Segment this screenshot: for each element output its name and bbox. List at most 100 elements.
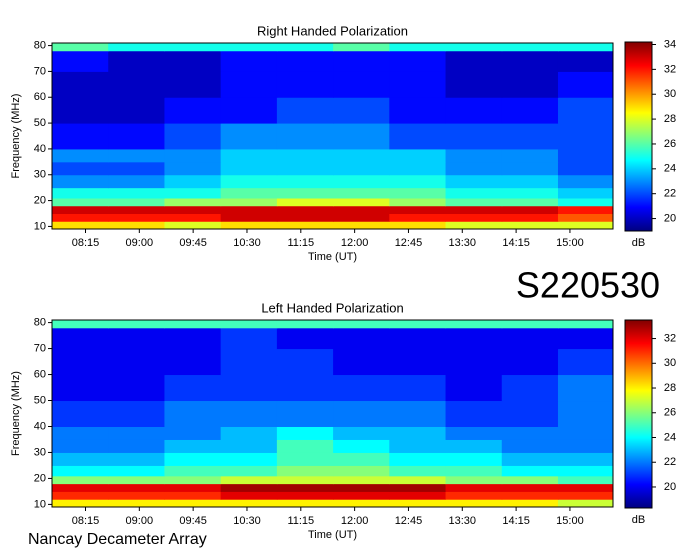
cell — [445, 320, 503, 329]
colorbar-tick-label: 28 — [664, 113, 676, 125]
cell — [557, 475, 613, 485]
cell — [333, 320, 390, 329]
cell — [557, 148, 613, 163]
cell — [501, 439, 559, 453]
cell — [276, 205, 334, 214]
cell — [164, 452, 222, 466]
cell — [108, 198, 165, 207]
cell — [389, 320, 447, 329]
cell — [501, 198, 559, 207]
y-tick-label: 20 — [34, 472, 46, 484]
cell — [501, 174, 559, 189]
cell — [389, 174, 447, 189]
cell — [220, 452, 278, 466]
cell — [389, 499, 447, 507]
cell — [445, 374, 503, 402]
cell — [276, 400, 334, 427]
cell — [220, 475, 278, 485]
cell — [220, 71, 278, 98]
cell — [501, 71, 559, 98]
colorbar-tick-label: 26 — [664, 407, 676, 419]
cell — [445, 123, 503, 150]
cell — [389, 452, 447, 466]
cell — [501, 50, 559, 72]
colorbar-tick-label: 20 — [664, 481, 676, 493]
colorbar-tick-label: 30 — [664, 357, 676, 369]
cell — [52, 50, 109, 72]
cell — [333, 491, 390, 500]
footer: Nancay Decameter Array — [28, 531, 207, 548]
cell — [557, 327, 613, 350]
cell — [557, 187, 613, 199]
colorbar-tick-label: 22 — [664, 188, 676, 200]
cell — [557, 320, 613, 329]
cell — [108, 465, 165, 477]
x-axis-label: Time (UT) — [308, 251, 357, 263]
cell — [389, 327, 447, 350]
cell — [276, 452, 334, 466]
cell — [276, 499, 334, 507]
cell — [333, 187, 390, 199]
plot-frame — [51, 319, 614, 508]
cell — [220, 97, 278, 124]
cell — [501, 452, 559, 466]
cell — [333, 426, 390, 440]
cell — [220, 483, 278, 492]
cell — [220, 174, 278, 189]
colorbar-tick-label: 34 — [664, 38, 676, 50]
cell — [501, 148, 559, 163]
cell — [276, 320, 334, 329]
x-tick-label: 09:00 — [126, 237, 154, 249]
cell — [108, 97, 165, 124]
cell — [108, 213, 165, 222]
cell — [445, 71, 503, 98]
cell — [276, 327, 334, 350]
cell — [333, 348, 390, 376]
cell — [108, 348, 165, 376]
cell — [164, 97, 222, 124]
x-tick-label: 09:45 — [179, 237, 207, 249]
cell — [276, 491, 334, 500]
cell — [445, 198, 503, 207]
cell — [389, 161, 447, 176]
cell — [557, 499, 613, 507]
cell — [333, 499, 390, 507]
cell — [445, 174, 503, 189]
cell — [52, 499, 109, 507]
cell — [445, 348, 503, 376]
cell — [164, 161, 222, 176]
cell — [333, 221, 390, 229]
x-tick-label: 14:15 — [502, 515, 530, 527]
cell — [333, 475, 390, 485]
x-tick-label: 12:45 — [395, 237, 423, 249]
cell — [164, 174, 222, 189]
cell — [445, 483, 503, 492]
cell — [501, 499, 559, 507]
cell — [276, 475, 334, 485]
x-tick-label: 15:00 — [556, 515, 584, 527]
cell — [52, 465, 109, 477]
x-tick-label: 13:30 — [449, 515, 477, 527]
cell — [445, 465, 503, 477]
cell — [276, 374, 334, 402]
cell — [445, 400, 503, 427]
cell — [333, 174, 390, 189]
cell — [220, 426, 278, 440]
cell — [220, 499, 278, 507]
cell — [389, 97, 447, 124]
cell — [52, 97, 109, 124]
cell — [220, 43, 278, 52]
x-tick-label: 10:30 — [233, 237, 261, 249]
cell — [389, 205, 447, 214]
cell — [108, 205, 165, 214]
cell — [276, 426, 334, 440]
cell — [389, 43, 447, 52]
cell — [501, 205, 559, 214]
y-tick-label: 60 — [34, 368, 46, 380]
cell — [220, 148, 278, 163]
cell — [445, 205, 503, 214]
colorbar-tick-label: 28 — [664, 382, 676, 394]
cell — [276, 161, 334, 176]
cell — [445, 426, 503, 440]
cell — [501, 483, 559, 492]
